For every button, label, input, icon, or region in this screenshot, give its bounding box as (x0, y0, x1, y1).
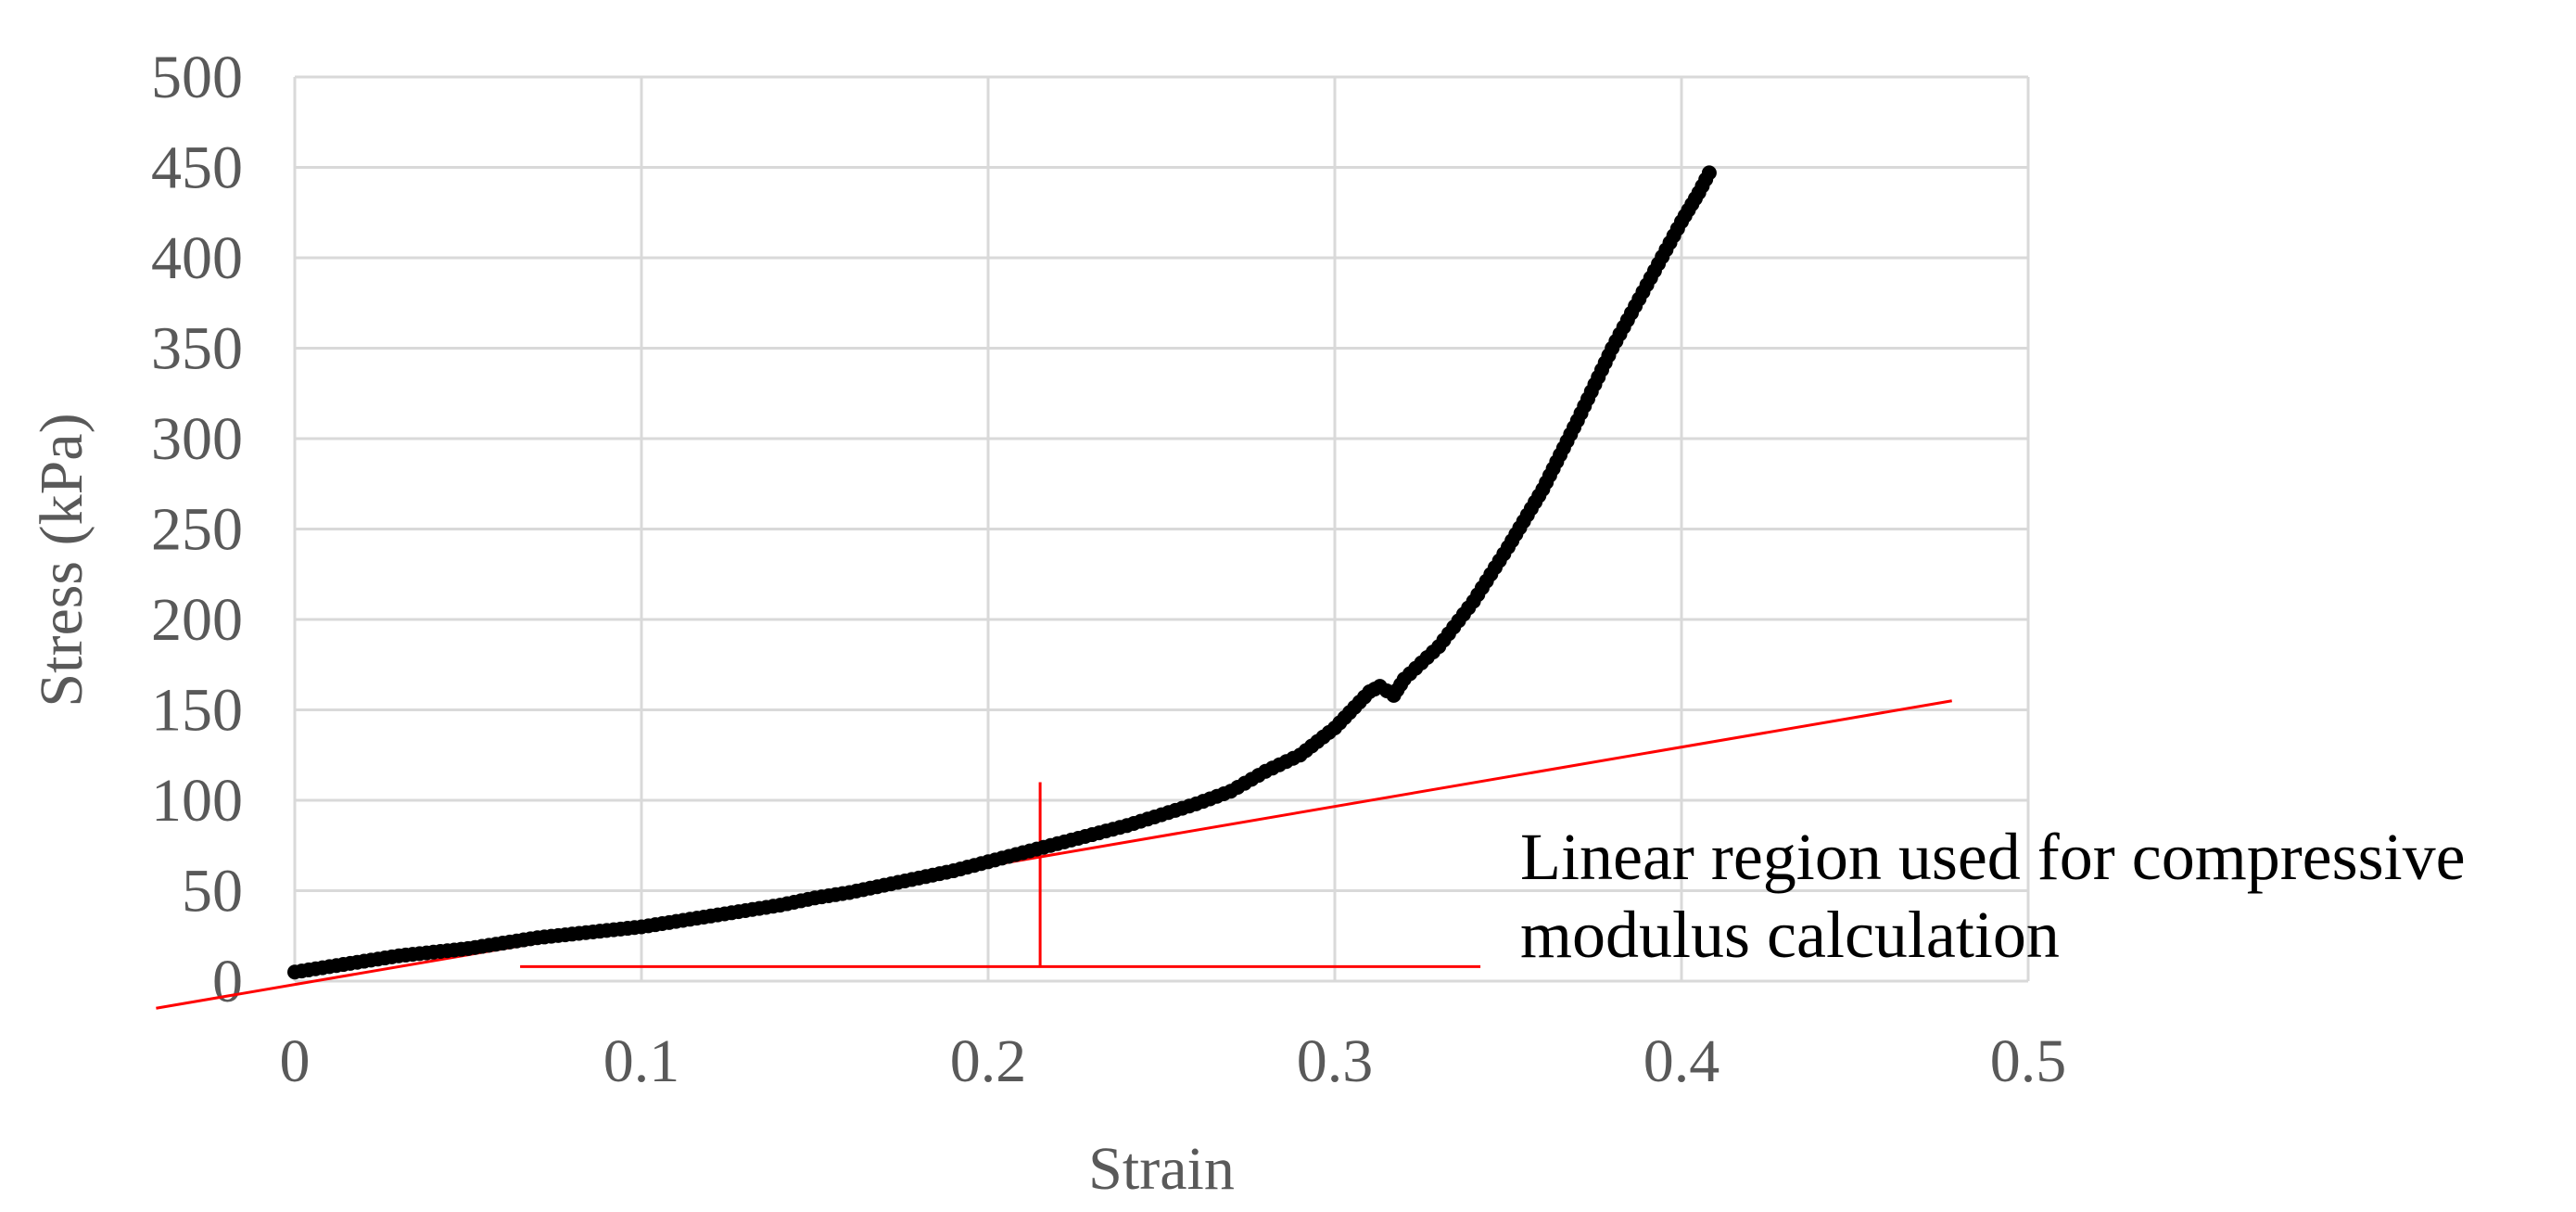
y-tick-label: 200 (151, 586, 243, 654)
x-tick-label: 0.4 (1643, 1027, 1720, 1095)
y-tick-label: 400 (151, 224, 243, 292)
x-tick-label: 0.1 (603, 1027, 680, 1095)
y-tick-label: 100 (151, 767, 243, 835)
annotation-line-2: modulus calculation (1520, 898, 2060, 972)
x-axis-title: Strain (1088, 1135, 1235, 1203)
axes (293, 77, 2028, 983)
y-tick-label: 150 (151, 677, 243, 745)
y-tick-label: 450 (151, 134, 243, 202)
y-tick-label: 350 (151, 315, 243, 383)
y-tick-label: 50 (182, 858, 243, 925)
y-tick-label: 500 (151, 44, 243, 111)
y-tick-label: 300 (151, 405, 243, 473)
y-axis-title: Stress (kPa) (28, 413, 95, 707)
grid (295, 75, 2030, 981)
data-point (1701, 165, 1717, 181)
y-tick-label: 0 (212, 948, 243, 1015)
data-points (287, 165, 1717, 980)
annotation-line-1: Linear region used for compressive (1520, 820, 2466, 894)
x-tick-label: 0.5 (1990, 1027, 2067, 1095)
x-tick-label: 0.3 (1297, 1027, 1374, 1095)
x-tick-label: 0 (280, 1027, 311, 1095)
x-tick-label: 0.2 (950, 1027, 1027, 1095)
y-tick-label: 250 (151, 496, 243, 564)
tick-labels: 0 50 100 150 200 250 300 350 400 450 500 0 0.1 0.2 0.3… (151, 44, 2066, 1095)
